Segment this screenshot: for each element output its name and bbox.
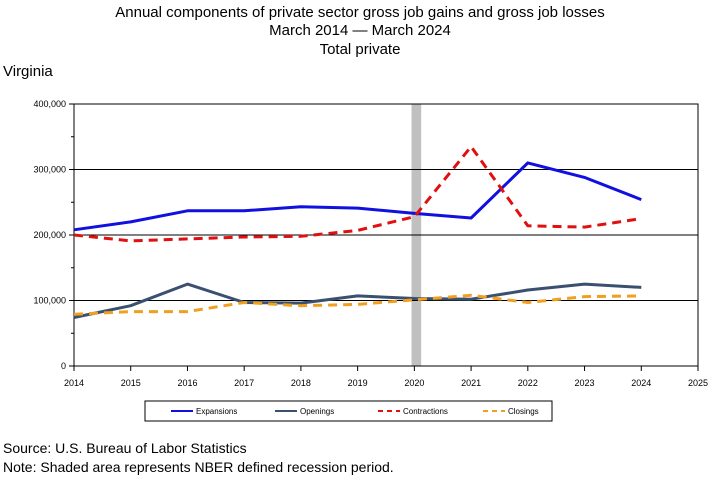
series-line-contractions <box>73 145 642 243</box>
legend-label-openings: Openings <box>300 407 334 416</box>
y-tick-label: 0 <box>61 361 66 371</box>
x-tick-label: 2024 <box>631 378 651 388</box>
recession-note: Note: Shaded area represents NBER define… <box>3 459 394 475</box>
series-line-closings <box>73 293 642 316</box>
x-tick-label: 2018 <box>291 378 311 388</box>
y-tick-label: 200,000 <box>33 230 66 240</box>
x-tick-label: 2021 <box>461 378 481 388</box>
region-label: Virginia <box>3 63 53 80</box>
x-tick-label: 2014 <box>64 378 84 388</box>
series-line-expansions <box>73 161 642 232</box>
x-tick-label: 2025 <box>688 378 708 388</box>
legend-box <box>144 400 553 422</box>
series-line-openings <box>73 282 642 319</box>
x-tick-label: 2023 <box>575 378 595 388</box>
x-tick-label: 2015 <box>121 378 141 388</box>
x-tick-label: 2020 <box>404 378 424 388</box>
y-tick-label: 100,000 <box>33 296 66 306</box>
x-tick-label: 2016 <box>177 378 197 388</box>
x-tick-label: 2017 <box>234 378 254 388</box>
legend-label-expansions: Expansions <box>196 407 237 416</box>
legend-label-closings: Closings <box>508 407 539 416</box>
x-tick-label: 2022 <box>518 378 538 388</box>
y-tick-label: 300,000 <box>33 165 66 175</box>
x-tick-label: 2019 <box>348 378 368 388</box>
y-tick-label: 400,000 <box>33 99 66 109</box>
source-note: Source: U.S. Bureau of Labor Statistics <box>3 440 247 456</box>
line-chart: 0 100,000 200,000 300,000 400,000 2014 2015 201… <box>33 99 708 422</box>
chart-subtitle-2: Total private <box>319 41 401 58</box>
legend-label-contractions: Contractions <box>403 407 448 416</box>
chart-subtitle: March 2014 — March 2024 <box>269 22 451 39</box>
chart-title: Annual components of private sector gros… <box>115 4 605 21</box>
